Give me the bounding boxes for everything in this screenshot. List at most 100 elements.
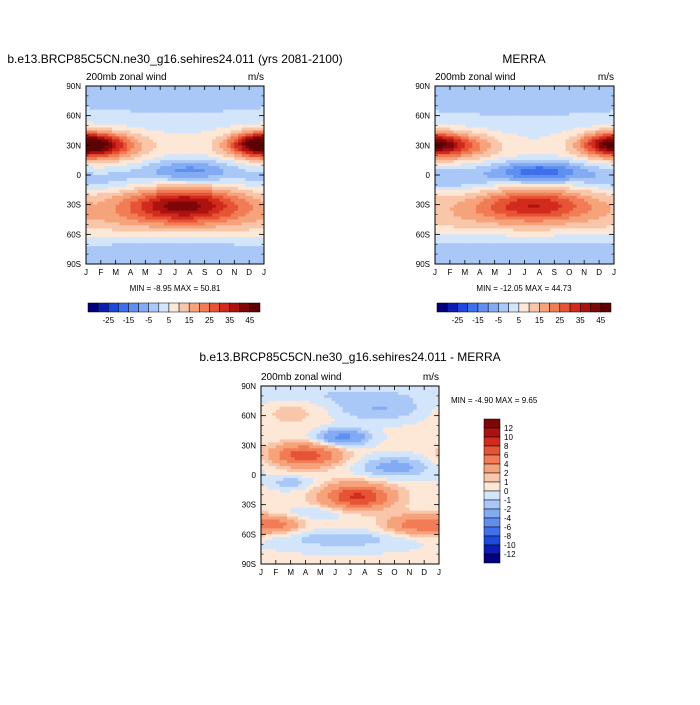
- heatmap-cell: [220, 86, 224, 89]
- heatmap-cell: [532, 148, 536, 151]
- heatmap-cell: [164, 255, 168, 258]
- colorbar-swatch: [108, 303, 118, 312]
- heatmap-cell: [234, 187, 238, 190]
- heatmap-cell: [90, 181, 94, 184]
- heatmap-cell: [249, 128, 253, 131]
- heatmap-cell: [223, 145, 227, 148]
- heatmap-cell: [116, 131, 120, 134]
- heatmap-cell: [138, 139, 142, 142]
- heatmap-cell: [539, 172, 543, 175]
- heatmap-cell: [105, 160, 109, 163]
- heatmap-cell: [439, 139, 443, 142]
- heatmap-cell: [238, 89, 242, 92]
- heatmap-cell: [242, 98, 246, 101]
- heatmap-cell: [145, 208, 149, 211]
- heatmap-cell: [108, 101, 112, 104]
- heatmap-cell: [517, 139, 521, 142]
- heatmap-cell: [142, 125, 146, 128]
- heatmap-cell: [498, 166, 502, 169]
- heatmap-cell: [108, 145, 112, 148]
- heatmap-cell: [190, 175, 194, 178]
- panel-left-label: 200mb zonal wind: [435, 72, 516, 83]
- heatmap-cell: [495, 145, 499, 148]
- heatmap-cell: [498, 142, 502, 145]
- heatmap-cell: [599, 169, 603, 172]
- heatmap-cell: [164, 190, 168, 193]
- heatmap-cell: [175, 196, 179, 199]
- heatmap-cell: [160, 214, 164, 217]
- heatmap-cell: [245, 208, 249, 211]
- heatmap-cell: [607, 193, 611, 196]
- heatmap-cell: [476, 196, 480, 199]
- heatmap-cell: [238, 86, 242, 89]
- heatmap-cell: [592, 125, 596, 128]
- heatmap-cell: [435, 169, 439, 172]
- heatmap-cell: [105, 225, 109, 228]
- heatmap-cell: [123, 163, 127, 166]
- heatmap-cell: [194, 208, 198, 211]
- heatmap-cell: [442, 151, 446, 154]
- heatmap-cell: [201, 246, 205, 249]
- heatmap-cell: [525, 166, 529, 169]
- heatmap-cell: [245, 157, 249, 160]
- heatmap-cell: [472, 172, 476, 175]
- heatmap-cell: [153, 225, 157, 228]
- heatmap-cell: [506, 116, 510, 119]
- heatmap-cell: [536, 196, 540, 199]
- heatmap-cell: [142, 193, 146, 196]
- heatmap-cell: [249, 228, 253, 231]
- heatmap-cell: [119, 122, 123, 125]
- heatmap-cell: [539, 133, 543, 136]
- heatmap-cell: [510, 157, 514, 160]
- heatmap-cell: [175, 172, 179, 175]
- heatmap-cell: [138, 89, 142, 92]
- heatmap-cell: [156, 222, 160, 225]
- heatmap-cell: [112, 175, 116, 178]
- heatmap-cell: [442, 160, 446, 163]
- heatmap-cell: [138, 154, 142, 157]
- heatmap-cell: [116, 104, 120, 107]
- heatmap-cell: [495, 128, 499, 131]
- heatmap-cell: [227, 122, 231, 125]
- heatmap-cell: [97, 234, 101, 237]
- heatmap-cell: [573, 128, 577, 131]
- heatmap-cell: [461, 208, 465, 211]
- heatmap-cell: [584, 104, 588, 107]
- heatmap-cell: [495, 184, 499, 187]
- heatmap-cell: [223, 178, 227, 181]
- heatmap-cell: [551, 169, 555, 172]
- heatmap-cell: [242, 133, 246, 136]
- heatmap-cell: [450, 151, 454, 154]
- heatmap-cell: [487, 107, 491, 110]
- heatmap-cell: [112, 172, 116, 175]
- heatmap-cell: [160, 205, 164, 208]
- heatmap-cell: [580, 142, 584, 145]
- heatmap-cell: [495, 101, 499, 104]
- heatmap-cell: [547, 181, 551, 184]
- heatmap-cell: [465, 89, 469, 92]
- heatmap-cell: [498, 125, 502, 128]
- heatmap-cell: [242, 175, 246, 178]
- heatmap-cell: [461, 160, 465, 163]
- heatmap-cell: [186, 119, 190, 122]
- heatmap-cell: [197, 228, 201, 231]
- heatmap-cell: [205, 125, 209, 128]
- heatmap-cell: [231, 249, 235, 252]
- heatmap-cell: [498, 199, 502, 202]
- heatmap-cell: [197, 128, 201, 131]
- heatmap-cell: [97, 252, 101, 255]
- heatmap-cell: [216, 148, 220, 151]
- heatmap-cell: [216, 136, 220, 139]
- heatmap-cell: [483, 95, 487, 98]
- heatmap-cell: [580, 119, 584, 122]
- heatmap-cell: [171, 107, 175, 110]
- heatmap-cell: [603, 157, 607, 160]
- heatmap-cell: [186, 139, 190, 142]
- heatmap-cell: [249, 187, 253, 190]
- heatmap-cell: [465, 142, 469, 145]
- heatmap-cell: [588, 131, 592, 134]
- heatmap-cell: [469, 125, 473, 128]
- heatmap-cell: [108, 190, 112, 193]
- heatmap-cell: [160, 148, 164, 151]
- colorbar-label: 45: [245, 316, 254, 325]
